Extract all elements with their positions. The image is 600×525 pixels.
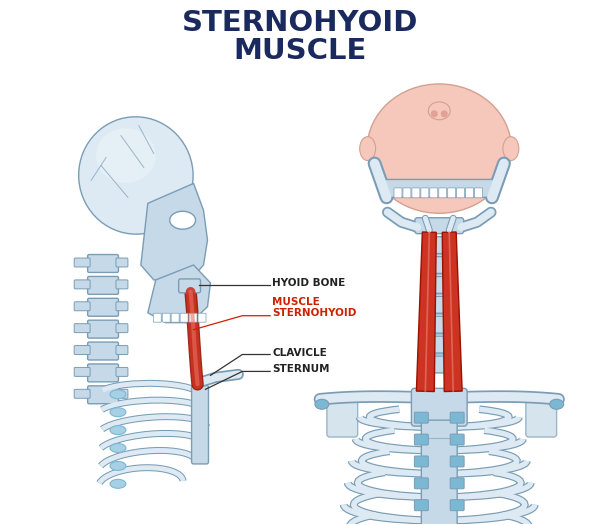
FancyBboxPatch shape — [88, 320, 118, 338]
FancyBboxPatch shape — [179, 279, 200, 293]
FancyBboxPatch shape — [88, 364, 118, 382]
FancyBboxPatch shape — [415, 456, 428, 467]
Ellipse shape — [110, 444, 126, 453]
Ellipse shape — [427, 271, 452, 275]
FancyBboxPatch shape — [116, 302, 128, 311]
Ellipse shape — [428, 102, 450, 120]
FancyBboxPatch shape — [448, 188, 455, 198]
FancyBboxPatch shape — [412, 388, 467, 426]
FancyBboxPatch shape — [116, 345, 128, 354]
Ellipse shape — [431, 110, 438, 117]
FancyBboxPatch shape — [116, 390, 128, 398]
FancyBboxPatch shape — [153, 313, 161, 322]
FancyBboxPatch shape — [394, 188, 402, 198]
FancyBboxPatch shape — [116, 280, 128, 289]
FancyBboxPatch shape — [88, 277, 118, 295]
FancyBboxPatch shape — [74, 368, 90, 376]
FancyBboxPatch shape — [403, 188, 411, 198]
Polygon shape — [148, 265, 211, 323]
FancyBboxPatch shape — [457, 188, 464, 198]
Ellipse shape — [428, 311, 451, 314]
FancyBboxPatch shape — [526, 396, 557, 437]
FancyBboxPatch shape — [428, 316, 451, 333]
FancyBboxPatch shape — [427, 257, 452, 274]
FancyBboxPatch shape — [116, 324, 128, 333]
FancyBboxPatch shape — [415, 218, 464, 234]
Ellipse shape — [427, 291, 451, 295]
FancyBboxPatch shape — [475, 188, 482, 198]
FancyBboxPatch shape — [74, 302, 90, 311]
Ellipse shape — [315, 400, 329, 409]
FancyBboxPatch shape — [74, 390, 90, 398]
FancyBboxPatch shape — [466, 188, 473, 198]
FancyBboxPatch shape — [415, 500, 428, 511]
FancyBboxPatch shape — [88, 342, 118, 360]
FancyBboxPatch shape — [88, 386, 118, 404]
Ellipse shape — [110, 390, 126, 399]
FancyBboxPatch shape — [116, 368, 128, 376]
FancyBboxPatch shape — [198, 313, 206, 322]
FancyBboxPatch shape — [191, 385, 208, 464]
Polygon shape — [141, 183, 208, 280]
FancyBboxPatch shape — [88, 298, 118, 316]
FancyBboxPatch shape — [421, 420, 457, 525]
FancyBboxPatch shape — [450, 478, 464, 489]
Text: HYOID BONE: HYOID BONE — [272, 278, 346, 288]
Ellipse shape — [79, 117, 193, 234]
Ellipse shape — [503, 136, 519, 161]
FancyBboxPatch shape — [450, 500, 464, 511]
Ellipse shape — [359, 136, 376, 161]
FancyBboxPatch shape — [450, 456, 464, 467]
FancyBboxPatch shape — [74, 258, 90, 267]
Text: STERNOHYOID: STERNOHYOID — [272, 308, 356, 318]
Ellipse shape — [441, 110, 448, 117]
Ellipse shape — [96, 128, 156, 183]
Text: STERNUM: STERNUM — [272, 364, 329, 374]
Ellipse shape — [110, 479, 126, 488]
FancyBboxPatch shape — [415, 434, 428, 445]
FancyBboxPatch shape — [430, 188, 438, 198]
FancyBboxPatch shape — [439, 188, 447, 198]
FancyBboxPatch shape — [171, 313, 179, 322]
Ellipse shape — [170, 211, 196, 229]
FancyBboxPatch shape — [327, 396, 358, 437]
Polygon shape — [442, 232, 462, 392]
FancyBboxPatch shape — [428, 296, 452, 313]
Ellipse shape — [110, 426, 126, 435]
FancyBboxPatch shape — [450, 434, 464, 445]
FancyBboxPatch shape — [88, 255, 118, 272]
Ellipse shape — [110, 408, 126, 417]
FancyBboxPatch shape — [189, 313, 197, 322]
Text: STERNOHYOID: STERNOHYOID — [182, 9, 418, 37]
Polygon shape — [416, 232, 436, 392]
Ellipse shape — [429, 351, 450, 354]
FancyBboxPatch shape — [412, 188, 420, 198]
Text: MUSCLE: MUSCLE — [233, 37, 367, 65]
FancyBboxPatch shape — [427, 277, 452, 293]
FancyBboxPatch shape — [426, 237, 452, 254]
FancyBboxPatch shape — [74, 280, 90, 289]
FancyBboxPatch shape — [180, 313, 188, 322]
FancyBboxPatch shape — [429, 336, 451, 353]
FancyBboxPatch shape — [383, 180, 496, 197]
FancyBboxPatch shape — [421, 188, 429, 198]
FancyBboxPatch shape — [429, 356, 450, 373]
Text: CLAVICLE: CLAVICLE — [272, 348, 327, 358]
FancyBboxPatch shape — [74, 345, 90, 354]
FancyBboxPatch shape — [415, 412, 428, 423]
Ellipse shape — [550, 400, 563, 409]
Ellipse shape — [367, 84, 511, 213]
Ellipse shape — [427, 251, 452, 255]
FancyBboxPatch shape — [415, 478, 428, 489]
Ellipse shape — [110, 461, 126, 470]
FancyBboxPatch shape — [74, 324, 90, 333]
Ellipse shape — [428, 331, 450, 334]
Text: MUSCLE: MUSCLE — [272, 297, 320, 307]
FancyBboxPatch shape — [450, 412, 464, 423]
FancyBboxPatch shape — [162, 313, 170, 322]
FancyBboxPatch shape — [116, 258, 128, 267]
